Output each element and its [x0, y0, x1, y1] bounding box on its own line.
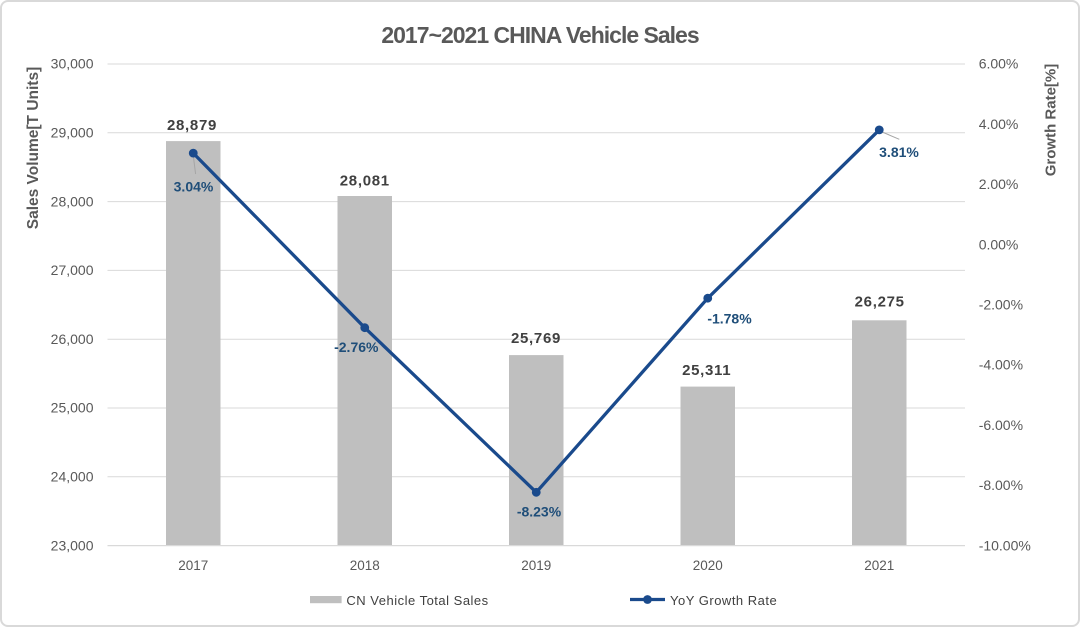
svg-text:-1.78%: -1.78%	[707, 310, 752, 326]
svg-text:25,000: 25,000	[51, 400, 94, 416]
svg-text:-4.00%: -4.00%	[979, 357, 1023, 373]
svg-text:24,000: 24,000	[51, 469, 94, 485]
svg-text:28,081: 28,081	[340, 172, 390, 189]
svg-text:2020: 2020	[693, 558, 723, 573]
svg-text:2017~2021 CHINA Vehicle Sales: 2017~2021 CHINA Vehicle Sales	[381, 22, 699, 48]
svg-text:28,000: 28,000	[51, 193, 94, 209]
svg-text:26,275: 26,275	[855, 294, 905, 311]
svg-text:2019: 2019	[521, 558, 551, 573]
svg-text:3.81%: 3.81%	[879, 144, 919, 160]
svg-text:23,000: 23,000	[51, 537, 94, 553]
svg-text:3.04%: 3.04%	[174, 179, 214, 195]
svg-text:-6.00%: -6.00%	[979, 417, 1023, 433]
svg-text:6.00%: 6.00%	[979, 56, 1019, 72]
svg-text:-8.00%: -8.00%	[979, 477, 1023, 493]
svg-text:-8.23%: -8.23%	[517, 504, 562, 520]
svg-text:0.00%: 0.00%	[979, 236, 1019, 252]
svg-text:CN Vehicle Total Sales: CN Vehicle Total Sales	[346, 593, 488, 608]
svg-text:-10.00%: -10.00%	[979, 537, 1031, 553]
svg-text:Sales Volume[T Units]: Sales Volume[T Units]	[25, 67, 42, 230]
svg-text:27,000: 27,000	[51, 262, 94, 278]
svg-text:Growth Rate[%]: Growth Rate[%]	[1043, 64, 1060, 177]
svg-text:4.00%: 4.00%	[979, 116, 1019, 132]
svg-text:2.00%: 2.00%	[979, 176, 1019, 192]
svg-text:2017: 2017	[178, 558, 208, 573]
svg-text:30,000: 30,000	[51, 56, 94, 72]
svg-text:25,769: 25,769	[511, 330, 561, 347]
svg-text:28,879: 28,879	[167, 117, 217, 134]
svg-text:YoY Growth Rate: YoY Growth Rate	[670, 593, 777, 608]
svg-text:26,000: 26,000	[51, 331, 94, 347]
svg-text:2021: 2021	[864, 558, 894, 573]
svg-text:-2.76%: -2.76%	[334, 339, 379, 355]
svg-text:2018: 2018	[350, 558, 380, 573]
svg-text:25,311: 25,311	[682, 362, 731, 379]
svg-text:29,000: 29,000	[51, 125, 94, 141]
svg-text:-2.00%: -2.00%	[979, 297, 1023, 313]
